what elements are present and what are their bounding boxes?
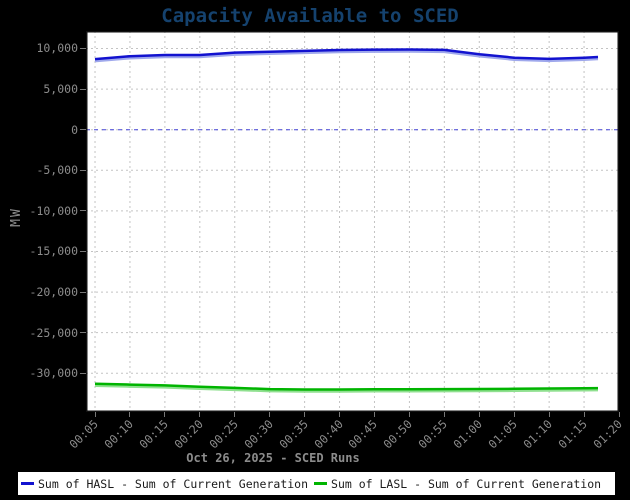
x-tick-mark xyxy=(443,412,445,417)
legend-item-lasl: Sum of LASL - Sum of Current Generation xyxy=(314,477,601,491)
plot-area xyxy=(86,31,619,412)
y-tick-label: -10,000 xyxy=(29,203,78,218)
x-tick-label: 01:00 xyxy=(450,417,486,452)
series-line xyxy=(94,382,599,391)
y-tick-mark xyxy=(80,210,86,212)
plot-border xyxy=(86,31,619,412)
chart-title: Capacity Available to SCED xyxy=(161,5,459,27)
legend-item-hasl: Sum of HASL - Sum of Current Generation xyxy=(21,477,308,491)
legend-label-hasl: Sum of HASL - Sum of Current Generation xyxy=(38,476,309,491)
series-shadow-line xyxy=(94,50,599,63)
x-tick-mark xyxy=(269,412,271,417)
x-tick-mark xyxy=(304,412,306,417)
y-tick-label: -5,000 xyxy=(36,163,78,178)
y-tick-label: -25,000 xyxy=(29,325,78,340)
x-tick-mark xyxy=(199,412,201,417)
x-tick-mark xyxy=(164,412,166,417)
x-tick-mark xyxy=(513,412,515,417)
x-tick-label: 01:10 xyxy=(520,417,556,452)
x-tick-mark xyxy=(129,412,131,417)
y-tick-label: -20,000 xyxy=(29,285,78,300)
x-tick-mark xyxy=(234,412,236,417)
y-tick-mark xyxy=(80,372,86,374)
x-tick-mark xyxy=(583,412,585,417)
plot-background xyxy=(86,31,619,412)
x-axis-title: Oct 26, 2025 - SCED Runs xyxy=(186,451,360,465)
y-tick-mark xyxy=(80,169,86,171)
y-tick-label: -15,000 xyxy=(29,244,78,259)
y-tick-mark xyxy=(80,47,86,49)
y-tick-mark xyxy=(80,332,86,334)
x-tick-label: 01:20 xyxy=(590,417,625,452)
y-tick-mark xyxy=(80,250,86,252)
series-line xyxy=(94,48,599,61)
y-tick-label: 5,000 xyxy=(43,82,78,97)
y-tick-label: -30,000 xyxy=(29,366,78,381)
x-tick-mark xyxy=(339,412,341,417)
y-tick-mark xyxy=(80,129,86,131)
x-tick-label: 01:05 xyxy=(485,417,521,452)
x-tick-mark xyxy=(478,412,480,417)
x-tick-mark xyxy=(408,412,410,417)
legend: Sum of HASL - Sum of Current Generation … xyxy=(18,472,615,495)
hasl-line-swatch xyxy=(21,482,34,485)
y-tick-label: 10,000 xyxy=(36,41,78,56)
x-tick-mark xyxy=(94,412,96,417)
y-tick-mark xyxy=(80,88,86,90)
x-tick-mark xyxy=(373,412,375,417)
x-tick-label: 00:05 xyxy=(66,417,101,452)
x-tick-mark xyxy=(548,412,550,417)
y-tick-label: 0 xyxy=(71,122,78,137)
y-tick-mark xyxy=(80,291,86,293)
x-tick-mark xyxy=(618,412,620,417)
lasl-line-swatch xyxy=(314,482,328,485)
legend-label-lasl: Sum of LASL - Sum of Current Generation xyxy=(331,476,602,491)
x-tick-label: 01:15 xyxy=(555,417,590,452)
series-shadow-line xyxy=(94,384,599,393)
